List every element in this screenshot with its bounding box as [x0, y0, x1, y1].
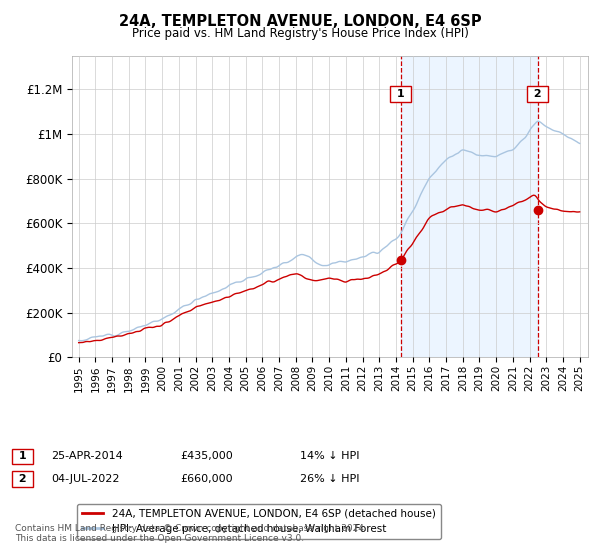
Text: 1: 1: [393, 89, 409, 99]
Text: 14% ↓ HPI: 14% ↓ HPI: [300, 451, 359, 461]
Text: Price paid vs. HM Land Registry's House Price Index (HPI): Price paid vs. HM Land Registry's House …: [131, 27, 469, 40]
Text: 04-JUL-2022: 04-JUL-2022: [51, 474, 119, 484]
Text: 2: 2: [15, 474, 31, 484]
Text: 25-APR-2014: 25-APR-2014: [51, 451, 123, 461]
Text: 24A, TEMPLETON AVENUE, LONDON, E4 6SP: 24A, TEMPLETON AVENUE, LONDON, E4 6SP: [119, 14, 481, 29]
Text: 2: 2: [530, 89, 545, 99]
Text: Contains HM Land Registry data © Crown copyright and database right 2024.
This d: Contains HM Land Registry data © Crown c…: [15, 524, 367, 543]
Legend: 24A, TEMPLETON AVENUE, LONDON, E4 6SP (detached house), HPI: Average price, deta: 24A, TEMPLETON AVENUE, LONDON, E4 6SP (d…: [77, 503, 440, 539]
Text: £435,000: £435,000: [180, 451, 233, 461]
Bar: [401, 56, 538, 357]
Text: £660,000: £660,000: [180, 474, 233, 484]
Text: 26% ↓ HPI: 26% ↓ HPI: [300, 474, 359, 484]
Text: 1: 1: [15, 451, 31, 461]
